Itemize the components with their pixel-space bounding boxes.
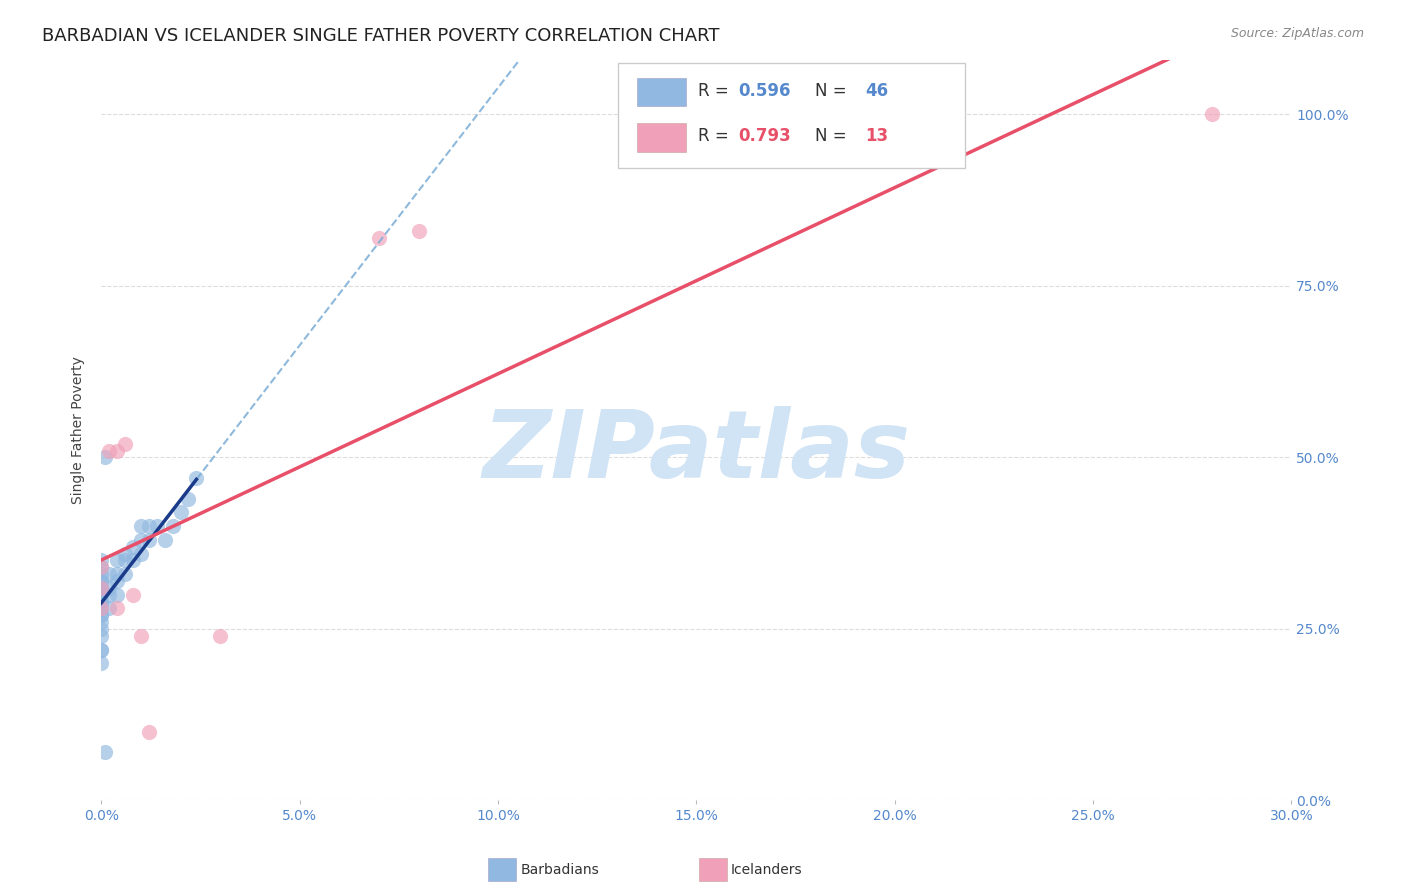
Text: 13: 13: [865, 128, 889, 145]
Point: [90, 553, 112, 567]
Point: [98, 443, 121, 458]
Point: [114, 567, 136, 582]
Point: [90, 560, 112, 574]
Point: [98, 588, 121, 602]
Text: 0.596: 0.596: [738, 82, 790, 100]
Point: [90, 615, 112, 629]
Point: [367, 231, 389, 245]
Point: [90, 608, 112, 623]
Point: [1201, 107, 1223, 121]
Point: [114, 553, 136, 567]
Point: [186, 471, 208, 485]
Y-axis label: Single Father Poverty: Single Father Poverty: [72, 356, 86, 504]
Point: [122, 588, 145, 602]
Point: [94, 746, 117, 760]
Text: 0.793: 0.793: [738, 128, 792, 145]
Text: Icelanders: Icelanders: [731, 863, 803, 877]
Point: [105, 443, 128, 458]
Point: [90, 588, 112, 602]
Text: BARBADIAN VS ICELANDER SINGLE FATHER POVERTY CORRELATION CHART: BARBADIAN VS ICELANDER SINGLE FATHER POV…: [42, 27, 720, 45]
Point: [90, 594, 112, 608]
Point: [129, 547, 152, 561]
Point: [138, 519, 160, 533]
Point: [90, 642, 112, 657]
Point: [90, 594, 112, 608]
Point: [90, 560, 112, 574]
Text: N =: N =: [815, 128, 852, 145]
Point: [90, 581, 112, 595]
Point: [408, 224, 430, 238]
Point: [90, 642, 112, 657]
Point: [145, 519, 167, 533]
Point: [122, 540, 145, 554]
Point: [90, 574, 112, 588]
Point: [90, 567, 112, 582]
Point: [114, 436, 136, 450]
Text: ZIPatlas: ZIPatlas: [482, 406, 910, 499]
Point: [90, 574, 112, 588]
Point: [105, 601, 128, 615]
Point: [105, 588, 128, 602]
Point: [98, 567, 121, 582]
Point: [90, 588, 112, 602]
Text: R =: R =: [699, 82, 734, 100]
Point: [138, 533, 160, 547]
Point: [122, 553, 145, 567]
Point: [153, 533, 176, 547]
Point: [94, 450, 117, 465]
Point: [90, 601, 112, 615]
Point: [162, 519, 184, 533]
Point: [90, 608, 112, 623]
Point: [98, 581, 121, 595]
Text: Source: ZipAtlas.com: Source: ZipAtlas.com: [1230, 27, 1364, 40]
Point: [105, 574, 128, 588]
Point: [90, 657, 112, 671]
Text: Barbadians: Barbadians: [520, 863, 599, 877]
Point: [114, 547, 136, 561]
Point: [177, 491, 200, 506]
Text: R =: R =: [699, 128, 734, 145]
Point: [90, 581, 112, 595]
Point: [90, 601, 112, 615]
Point: [129, 519, 152, 533]
Point: [90, 622, 112, 636]
Point: [209, 629, 232, 643]
Point: [105, 567, 128, 582]
Text: N =: N =: [815, 82, 852, 100]
Point: [105, 553, 128, 567]
Point: [129, 533, 152, 547]
Point: [169, 505, 191, 519]
Point: [90, 629, 112, 643]
Text: 46: 46: [865, 82, 889, 100]
Point: [129, 629, 152, 643]
Point: [98, 601, 121, 615]
Point: [90, 581, 112, 595]
Point: [138, 724, 160, 739]
